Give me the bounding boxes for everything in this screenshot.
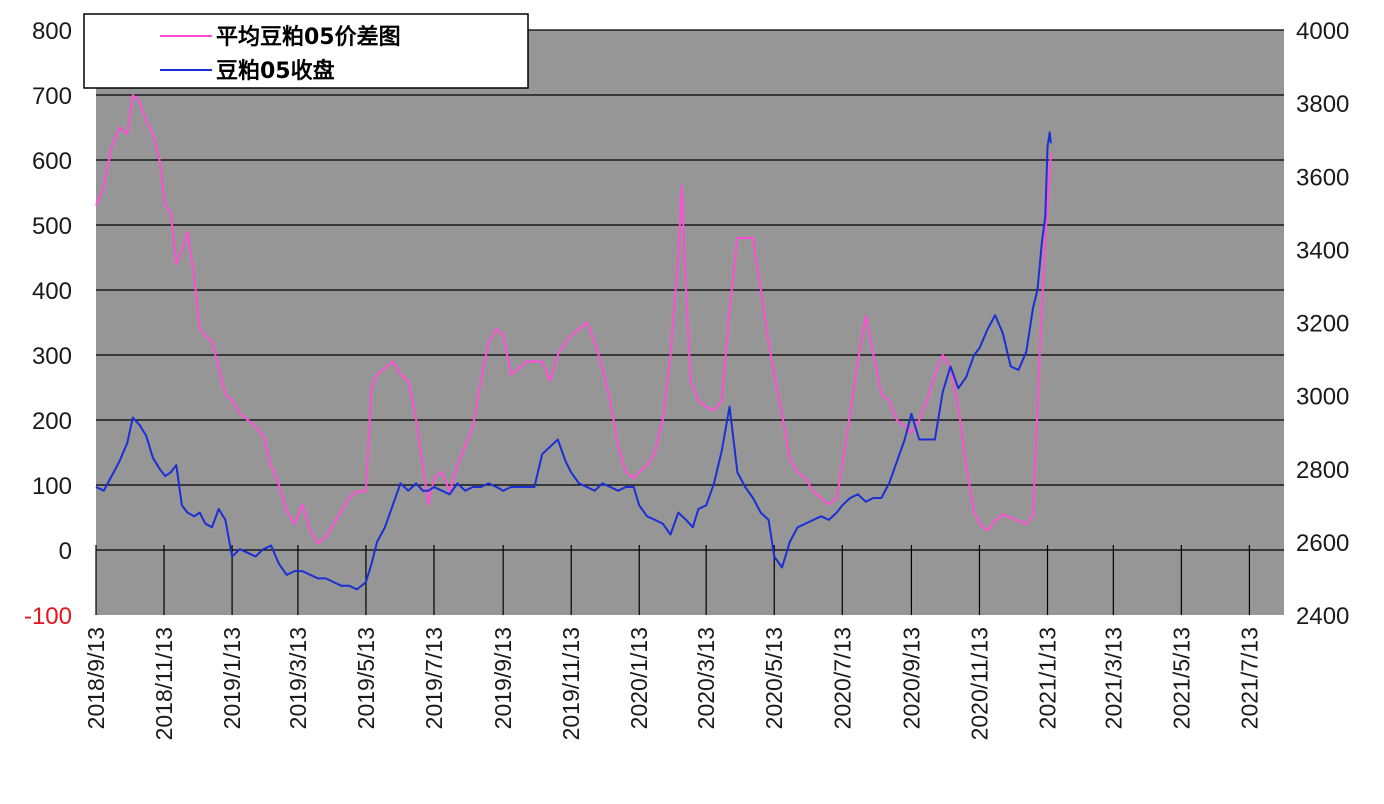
- right-tick-label: 2800: [1296, 457, 1349, 484]
- x-tick-label: 2018/11/13: [151, 627, 177, 740]
- left-tick-label: 0: [59, 538, 72, 565]
- left-tick-label: 500: [32, 213, 72, 240]
- legend-label-close: 豆粕05收盘: [216, 58, 335, 84]
- x-tick-label: 2019/3/13: [285, 627, 311, 729]
- right-tick-label: 3200: [1296, 311, 1349, 338]
- left-tick-label: 600: [32, 148, 72, 175]
- gridlines: [96, 29, 1284, 551]
- x-tick-label: 2019/11/13: [558, 627, 584, 740]
- legend-label-spread: 平均豆粕05价差图: [216, 24, 401, 50]
- right-tick-label: 4000: [1296, 18, 1349, 45]
- x-tick-label: 2020/7/13: [829, 627, 855, 729]
- left-y-axis: -100 0 100 200 300 400 500 600 700 800: [24, 18, 72, 630]
- plot-area: [96, 30, 1284, 615]
- legend: 平均豆粕05价差图 豆粕05收盘: [83, 13, 529, 89]
- left-tick-label: 700: [32, 83, 72, 110]
- right-tick-label: 2600: [1296, 530, 1349, 557]
- x-tick-label: 2019/7/13: [421, 627, 447, 729]
- x-tick-label: 2020/11/13: [966, 627, 992, 740]
- right-tick-label: 3800: [1296, 91, 1349, 118]
- x-tick-label: 2020/1/13: [626, 627, 652, 729]
- series-layer: [95, 94, 1052, 591]
- left-tick-label: -100: [24, 603, 72, 630]
- left-tick-label: 300: [32, 343, 72, 370]
- legend-box: [83, 13, 529, 89]
- left-tick-label: 100: [32, 473, 72, 500]
- x-tick-label: 2019/1/13: [219, 627, 245, 729]
- x-tick-label: 2021/3/13: [1100, 627, 1126, 729]
- x-tick-label: 2019/5/13: [353, 627, 379, 729]
- x-tick-label: 2020/5/13: [761, 627, 787, 729]
- x-tick-label: 2021/1/13: [1035, 627, 1061, 729]
- left-tick-label: 800: [32, 18, 72, 45]
- series-line-spread: [95, 94, 1052, 545]
- x-tick-label: 2018/9/13: [83, 627, 109, 729]
- right-tick-label: 2400: [1296, 603, 1349, 630]
- x-tick-label: 2020/9/13: [898, 627, 924, 729]
- left-tick-label: 200: [32, 408, 72, 435]
- x-tick-label: 2019/9/13: [490, 627, 516, 729]
- series-line-close: [95, 131, 1052, 591]
- right-tick-label: 3600: [1296, 164, 1349, 191]
- x-tick-label: 2021/5/13: [1168, 627, 1194, 729]
- left-tick-label: 400: [32, 278, 72, 305]
- x-tick-label: 2020/3/13: [693, 627, 719, 729]
- right-tick-label: 3400: [1296, 237, 1349, 264]
- right-y-axis: 2400 2600 2800 3000 3200 3400 3600 3800 4000: [1296, 18, 1349, 630]
- x-axis: 2018/9/13 2018/11/13 2019/1/13 2019/3/13 201…: [83, 627, 1262, 740]
- x-tick-label: 2021/7/13: [1236, 627, 1262, 729]
- right-tick-label: 3000: [1296, 384, 1349, 411]
